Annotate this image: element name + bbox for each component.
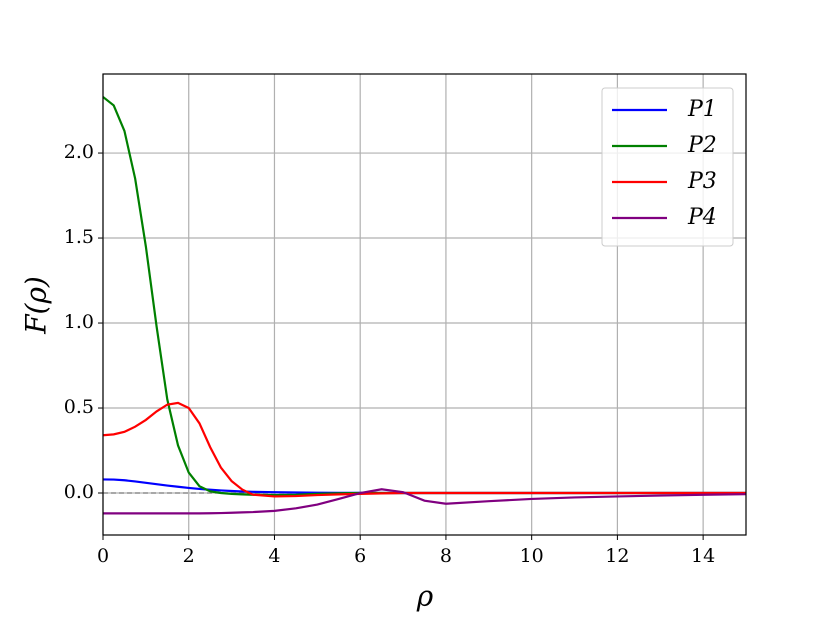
plot-frame — [102, 73, 747, 536]
x-tick-label: 4 — [268, 545, 280, 567]
x-tick-label: 8 — [440, 545, 452, 567]
y-tick-label: 0.5 — [64, 396, 94, 418]
legend-label: P2 — [687, 133, 717, 158]
x-tick-label: 12 — [605, 545, 629, 567]
y-axis-label: F(ρ) — [20, 276, 53, 335]
x-tick-label: 0 — [97, 545, 109, 567]
legend-label: P4 — [687, 205, 717, 230]
legend-label: P1 — [687, 97, 717, 122]
y-tick-label: 1.0 — [64, 311, 94, 333]
y-tick-label: 2.0 — [64, 141, 94, 163]
y-tick-label: 1.5 — [64, 226, 94, 248]
y-tick-label: 0.0 — [64, 481, 94, 503]
x-tick-label: 14 — [691, 545, 715, 567]
data-line — [102, 401, 746, 498]
x-tick-label: 10 — [520, 545, 544, 567]
x-tick-label: 2 — [183, 545, 195, 567]
legend-label: P3 — [687, 169, 717, 194]
x-axis-label: ρ — [416, 580, 434, 613]
x-tick-label: 6 — [354, 545, 366, 567]
legend-box — [601, 87, 734, 247]
data-line — [103, 488, 747, 515]
